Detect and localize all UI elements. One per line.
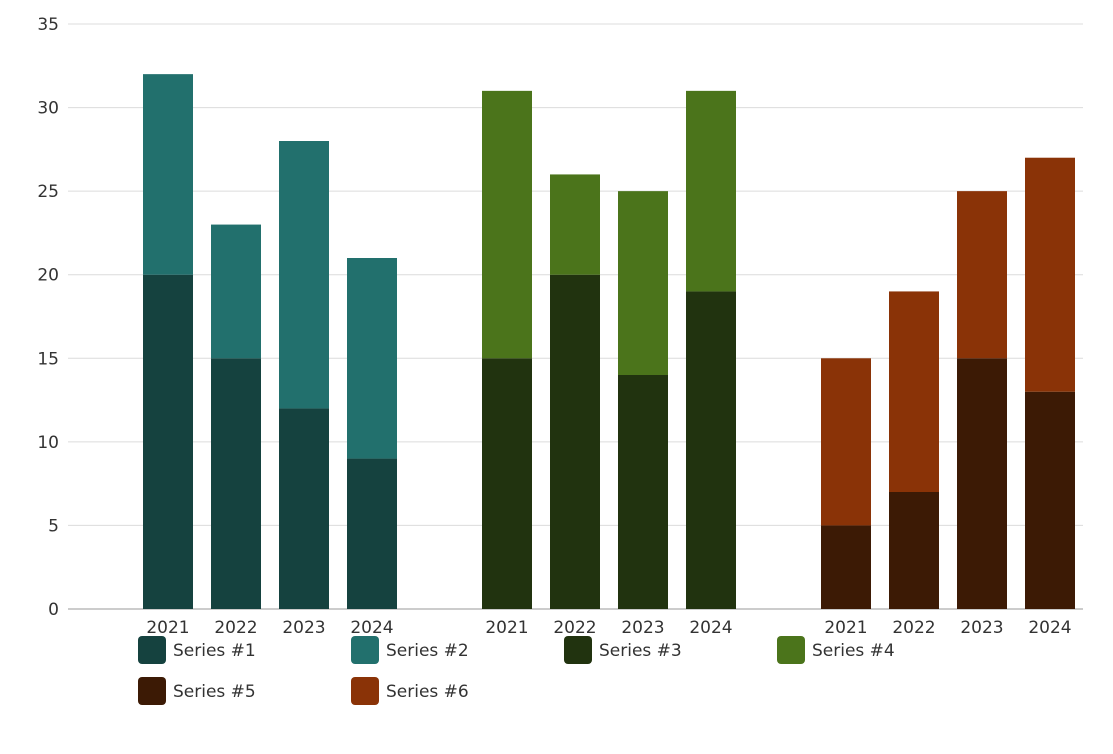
bar-segment	[279, 408, 329, 609]
x-tick-label: 2024	[350, 618, 393, 638]
bar-segment	[821, 358, 871, 526]
legend-item[interactable]: Series #3	[564, 636, 682, 664]
bar-segment	[482, 90, 532, 359]
legend: Series #1 Series #2 Series #3 Series #4 Seri…	[138, 636, 895, 705]
bar-segment	[550, 174, 600, 275]
y-tick-label: 25	[37, 182, 59, 202]
legend-swatch	[351, 677, 379, 705]
bar-segment	[889, 291, 939, 492]
bar-segment	[143, 74, 193, 275]
bar-segment	[957, 358, 1007, 609]
bar-segment	[550, 274, 600, 609]
y-tick-label: 35	[37, 15, 59, 35]
bar-segment	[686, 291, 736, 609]
bar-segment	[143, 274, 193, 609]
legend-swatch	[351, 636, 379, 664]
x-tick-label: 2024	[1028, 618, 1071, 638]
legend-item[interactable]: Series #4	[777, 636, 895, 664]
x-tick-label: 2022	[214, 618, 257, 638]
x-tick-label: 2021	[824, 618, 867, 638]
legend-item[interactable]: Series #5	[138, 677, 256, 705]
x-tick-label: 2022	[892, 618, 935, 638]
y-tick-label: 20	[37, 266, 59, 286]
y-tick-label: 0	[48, 600, 59, 620]
bar-segment	[211, 358, 261, 609]
x-tick-label: 2023	[282, 618, 325, 638]
x-tick-label: 2024	[689, 618, 732, 638]
bar-segment	[1025, 157, 1075, 392]
x-tick-label: 2021	[485, 618, 528, 638]
bar-segment	[347, 258, 397, 459]
bar-segment	[618, 375, 668, 609]
bar-segment	[279, 141, 329, 409]
legend-label: Series #2	[386, 641, 469, 661]
bar-segment	[618, 191, 668, 375]
bar-segment	[347, 458, 397, 609]
legend-label: Series #4	[812, 641, 895, 661]
legend-item[interactable]: Series #6	[351, 677, 469, 705]
legend-swatch	[138, 636, 166, 664]
bar-segment	[889, 492, 939, 609]
bars	[143, 74, 1075, 609]
legend-label: Series #6	[386, 682, 469, 702]
x-axis-tick-labels: 2021 2022 2023 2024 2021 2022 2023 2024 2021 2022…	[146, 618, 1071, 638]
bar-segment	[211, 224, 261, 359]
x-tick-label: 2023	[621, 618, 664, 638]
legend-swatch	[138, 677, 166, 705]
legend-swatch	[777, 636, 805, 664]
bar-segment	[482, 358, 532, 609]
legend-item[interactable]: Series #1	[138, 636, 256, 664]
legend-swatch	[564, 636, 592, 664]
y-tick-label: 30	[37, 99, 59, 119]
bar-segment	[686, 90, 736, 292]
legend-label: Series #5	[173, 682, 256, 702]
x-tick-label: 2023	[960, 618, 1003, 638]
bar-segment	[821, 525, 871, 609]
y-tick-label: 5	[48, 516, 59, 536]
bar-segment	[957, 191, 1007, 359]
legend-label: Series #1	[173, 641, 256, 661]
legend-label: Series #3	[599, 641, 682, 661]
y-tick-label: 15	[37, 349, 59, 369]
y-axis: 0 5 10 15 20 25 30 35	[37, 15, 59, 620]
x-tick-label: 2021	[146, 618, 189, 638]
bar-segment	[1025, 391, 1075, 609]
x-tick-label: 2022	[553, 618, 596, 638]
y-tick-label: 10	[37, 433, 59, 453]
legend-item[interactable]: Series #2	[351, 636, 469, 664]
